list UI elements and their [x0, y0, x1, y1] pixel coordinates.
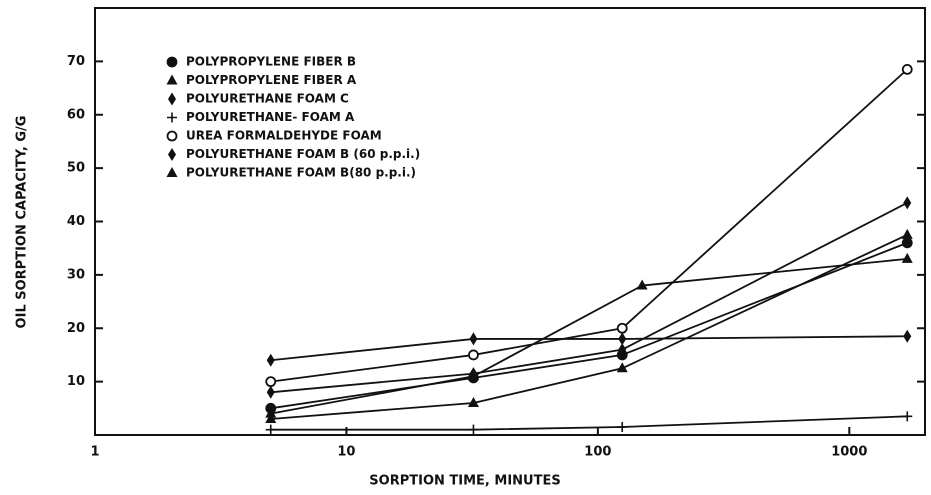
data-point	[617, 421, 628, 432]
legend-symbol	[166, 56, 178, 68]
legend-symbol	[168, 92, 176, 106]
y-tick-label: 50	[67, 161, 85, 176]
data-point	[901, 252, 913, 263]
data-point	[266, 385, 275, 399]
data-point	[901, 228, 913, 239]
x-tick-label: 100	[584, 445, 611, 460]
legend-label: POLYURETHANE FOAM B (60 p.p.i.)	[186, 147, 420, 161]
legend-symbol	[166, 74, 178, 85]
y-tick-label: 60	[67, 107, 85, 122]
data-point	[618, 332, 627, 346]
legend-symbol	[167, 112, 177, 123]
series-line	[270, 335, 908, 362]
y-tick-label: 20	[67, 321, 85, 336]
y-tick-label: 30	[67, 267, 85, 282]
x-tick-label: 1000	[831, 445, 867, 460]
legend-symbol	[166, 130, 178, 142]
series-line	[270, 242, 908, 410]
y-tick-label: 70	[67, 54, 85, 69]
data-point	[616, 362, 628, 373]
legend-label: POLYURETHANE FOAM C	[186, 92, 349, 106]
data-point	[636, 279, 648, 290]
data-point	[903, 329, 912, 343]
data-point	[618, 343, 627, 357]
data-point	[469, 332, 478, 346]
data-point	[265, 424, 276, 435]
x-tick-label: 1	[90, 445, 99, 460]
series-line	[270, 415, 908, 431]
data-point	[901, 237, 913, 249]
y-tick-label: 10	[67, 374, 85, 389]
legend-symbol	[166, 167, 178, 177]
legend-label: UREA FORMALDEHYDE FOAM	[186, 129, 382, 143]
legend-label: POLYURETHANE FOAM B(80 p.p.i.)	[186, 166, 416, 180]
series-line	[270, 257, 908, 415]
y-tick-label: 40	[67, 214, 85, 229]
data-point	[265, 412, 277, 423]
data-point	[469, 367, 478, 381]
data-point	[901, 63, 913, 75]
legend-symbol	[168, 148, 176, 161]
series-line	[270, 68, 908, 383]
legend-label: POLYPROPYLENE FIBER A	[186, 73, 357, 87]
data-point	[266, 353, 275, 367]
y-axis-label: OIL SORPTION CAPACITY, G/G	[15, 116, 30, 329]
data-point	[616, 322, 628, 334]
data-point	[903, 196, 912, 210]
x-axis-label: SORPTION TIME, MINUTES	[369, 474, 560, 489]
legend-label: POLYPROPYLENE FIBER B	[186, 55, 356, 69]
data-point	[902, 411, 913, 422]
x-tick-label: 10	[337, 445, 355, 460]
data-point	[468, 349, 479, 361]
data-point	[467, 396, 479, 407]
legend-label: POLYURETHANE- FOAM A	[186, 110, 355, 124]
series-line	[270, 234, 908, 420]
series-line	[270, 202, 908, 394]
data-point	[265, 407, 277, 418]
data-point	[468, 424, 479, 435]
data-point	[265, 376, 277, 388]
